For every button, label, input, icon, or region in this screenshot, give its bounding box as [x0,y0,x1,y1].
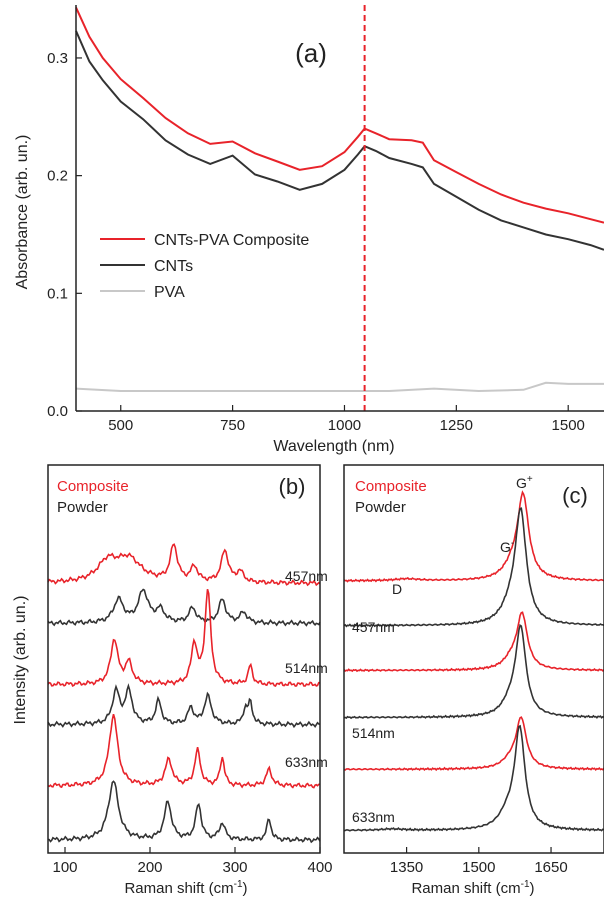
panel-b-legend-powder: Powder [57,499,108,516]
panel-a-ytick-label: 0.0 [47,403,68,420]
panel-c-label: (c) [562,483,588,508]
panel-a-legend: CNTs-PVA Composite CNTs PVA [100,232,309,301]
panel-a-xtick-label: 750 [220,417,245,434]
legend-label-composite: CNTs-PVA Composite [154,232,309,249]
panel-b-legend-composite: Composite [57,478,129,495]
panel-a: 500 750 1000 1250 1500 0.0 0.1 0.2 0.3 (a) Wavel… [14,5,604,455]
panel-a-axes: 500 750 1000 1250 1500 0.0 0.1 0.2 0.3 [47,5,604,434]
panel-b-series-composite-457nm [47,543,321,587]
panel-b-label-457: 457nm [285,568,328,584]
series-cnts-pva-composite [75,6,604,224]
panel-b-label: (b) [279,474,306,499]
panel-c-xtick-label: 1350 [390,859,423,876]
panel-a-xlabel: Wavelength (nm) [273,438,394,455]
panel-c-xtick-label: 1500 [462,859,495,876]
panel-b-ylabel: Intensity (arb. un.) [12,596,29,725]
panel-a-ytick-label: 0.3 [47,50,68,67]
series-pva [75,381,604,393]
panel-c-label-457: 457nm [352,619,395,635]
panel-c-frame [343,464,604,854]
panel-b-series-composite-514nm [47,588,321,687]
panel-a-xtick-label: 500 [108,417,133,434]
panel-c-series-composite-514nm [343,611,604,673]
panel-a-ytick-label: 0.2 [47,168,68,185]
panel-b-xtick-label: 400 [307,859,332,876]
panel-c-series-powder-514nm [343,624,604,720]
panel-b-xtick-label: 200 [137,859,162,876]
panel-b-label-633: 633nm [285,754,328,770]
panel-c-peak-g-plus: G+ [516,474,533,491]
panel-c-legend-composite: Composite [355,478,427,495]
panel-c: 1350 1500 1650 (c) Composite Powder D G- G… [343,464,604,897]
panel-a-plot-area [75,6,604,393]
panel-a-xtick-label: 1500 [552,417,585,434]
panel-b-series-composite-633nm [47,713,321,789]
panel-c-label-633: 633nm [352,809,395,825]
panel-b-xtick-label: 300 [222,859,247,876]
panel-c-plot-area [343,490,604,832]
panel-b-xlabel: Raman shift (cm-1) [124,879,247,897]
panel-b-frame [47,464,321,854]
panel-b-series-powder-633nm [47,780,321,844]
panel-c-peak-g-minus: G- [500,538,514,555]
panel-b: 100 200 300 400 (b) Composite Powder 457nm … [12,464,333,897]
panel-a-ylabel: Absorbance (arb. un.) [14,135,31,290]
panel-b-label-514: 514nm [285,660,328,676]
panel-c-legend-powder: Powder [355,499,406,516]
panel-b-series-powder-514nm [47,683,321,729]
panel-b-series-powder-457nm [47,588,321,627]
series-cnts [75,30,604,251]
panel-c-xtick-label: 1650 [534,859,567,876]
legend-label-cnts: CNTs [154,258,193,275]
panel-a-ytick-label: 0.1 [47,285,68,302]
panel-c-series-powder-633nm [343,724,604,832]
panel-c-series-powder-457nm [343,507,604,628]
panel-c-peak-d: D [392,581,402,597]
panel-c-series-composite-633nm [343,716,604,772]
panel-c-xlabel: Raman shift (cm-1) [411,879,534,897]
panel-a-label: (a) [295,38,327,68]
panel-a-xtick-label: 1250 [440,417,473,434]
panel-b-xtick-label: 100 [52,859,77,876]
panel-c-series-composite-457nm [343,490,604,583]
panel-c-label-514: 514nm [352,725,395,741]
panel-c-axes: 1350 1500 1650 [343,464,604,876]
legend-label-pva: PVA [154,284,185,301]
panel-b-axes: 100 200 300 400 [47,464,333,876]
panel-b-plot-area [47,543,321,844]
panel-a-xtick-label: 1000 [328,417,361,434]
